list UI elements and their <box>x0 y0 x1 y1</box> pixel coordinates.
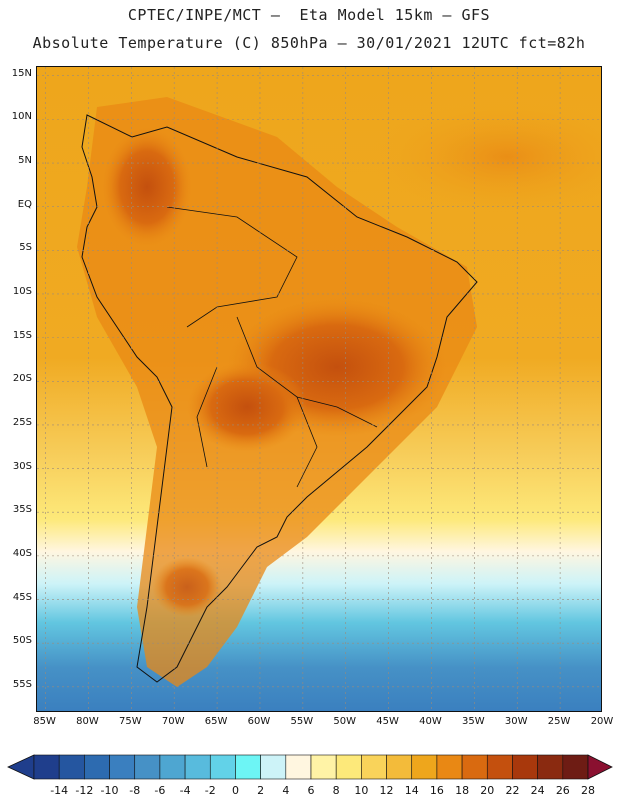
colorbar-cell <box>84 754 110 780</box>
lat-tick-label: 10S <box>12 285 32 297</box>
map-title-line1: CPTEC/INPE/MCT – Eta Model 15km – GFS <box>127 6 491 24</box>
colorbar-cell <box>512 754 538 780</box>
colorbar-tick-label: 22 <box>505 784 520 797</box>
colorbar-cell <box>310 754 337 780</box>
lon-tick-label: 65W <box>204 716 228 727</box>
warm-ocean-region <box>367 97 601 217</box>
colorbar-cell <box>159 754 186 780</box>
lat-tick-label: 15N <box>11 67 32 79</box>
lon-tick-label: 20W <box>590 716 614 727</box>
lon-tick-label: 50W <box>333 716 357 727</box>
lat-tick-label: 10N <box>11 111 32 123</box>
colorbar-tick-label: -10 <box>100 784 119 797</box>
country-borders <box>166 206 378 488</box>
lon-tick-label: 40W <box>419 716 442 727</box>
lat-tick-label: 55S <box>12 678 32 690</box>
colorbar-tick-label: 18 <box>455 784 470 797</box>
colorbar-tick-label: 0 <box>231 784 239 797</box>
map-canvas <box>37 67 601 711</box>
lon-tick-label: 35W <box>462 716 485 727</box>
colorbar-tick-label: -8 <box>129 784 141 797</box>
lat-tick-label: 5S <box>19 242 32 254</box>
lon-tick-label: 75W <box>119 716 142 727</box>
lon-tick-label: 60W <box>247 716 271 727</box>
colorbar-cell <box>335 754 362 780</box>
colorbar-cell <box>562 754 589 780</box>
colorbar-tick-label: 2 <box>257 784 265 797</box>
colorbar-max-arrow <box>587 754 613 780</box>
hot-core-andes-north <box>102 127 192 247</box>
colorbar-tick-label: 12 <box>379 784 394 797</box>
colorbar-tick-label: -4 <box>179 784 191 797</box>
colorbar-cell <box>109 754 136 780</box>
colorbar-tick-label: 6 <box>307 784 315 797</box>
coastline <box>81 114 478 683</box>
colorbar-tick-label: -12 <box>75 784 94 797</box>
colorbar-cell <box>386 754 413 780</box>
colorbar-cell <box>285 754 312 780</box>
colorbar-tick-label: 16 <box>429 784 444 797</box>
lat-lon-grid <box>37 67 601 711</box>
lat-tick-label: 20S <box>12 373 32 385</box>
colorbar-cell <box>537 754 564 780</box>
lon-tick-label: 30W <box>504 716 528 727</box>
colorbar-tick-label: 24 <box>530 784 545 797</box>
colorbar-cell <box>436 754 463 780</box>
lon-tick-label: 45W <box>376 716 399 727</box>
hot-core-patagonia <box>152 557 222 617</box>
colorbar-cell <box>134 754 161 780</box>
colorbar-cell <box>361 754 387 780</box>
lat-tick-label: 30S <box>12 460 32 472</box>
colorbar-tick-label: 20 <box>480 784 495 797</box>
colorbar-tick-label: 4 <box>282 784 290 797</box>
colorbar-cell <box>184 754 211 780</box>
lon-tick-label: 70W <box>161 716 185 727</box>
colorbar-cell <box>260 754 287 780</box>
colorbar-tick-label: 14 <box>404 784 419 797</box>
lat-tick-label: 50S <box>12 635 32 647</box>
lat-tick-label: 15S <box>12 329 32 341</box>
colorbar-tick-label: 26 <box>555 784 570 797</box>
colorbar-min-arrow <box>7 754 35 780</box>
colorbar-cell <box>461 754 488 780</box>
lon-tick-label: 85W <box>33 716 56 727</box>
lon-tick-label: 80W <box>76 716 99 727</box>
colorbar-tick-label: -14 <box>50 784 69 797</box>
colorbar-cell <box>411 754 438 780</box>
hot-core-chaco <box>187 362 307 452</box>
lat-tick-label: 40S <box>12 547 32 559</box>
colorbar-cell <box>209 754 236 780</box>
lon-tick-label: 25W <box>547 716 571 727</box>
colorbar-cell <box>486 754 513 780</box>
lat-tick-label: 45S <box>12 591 32 603</box>
colorbar-tick-label: -6 <box>154 784 166 797</box>
lat-tick-label: 35S <box>12 504 32 516</box>
temperature-map[interactable] <box>36 66 602 712</box>
colorbar-tick-label: 10 <box>354 784 369 797</box>
lat-tick-label: 25S <box>12 416 32 428</box>
lat-tick-label: 5N <box>18 155 32 167</box>
colorbar-cell <box>33 754 60 780</box>
colorbar-tick-label: 8 <box>332 784 340 797</box>
map-title-line2: Absolute Temperature (C) 850hPa – 30/01/… <box>32 34 586 52</box>
colorbar-cell <box>58 754 85 780</box>
colorbar-tick-label: 28 <box>581 784 595 797</box>
colorbar-cell <box>235 754 261 780</box>
colorbar-tick-label: -2 <box>204 784 216 797</box>
lon-tick-label: 55W <box>290 716 314 727</box>
lat-tick-label: EQ <box>17 198 32 210</box>
